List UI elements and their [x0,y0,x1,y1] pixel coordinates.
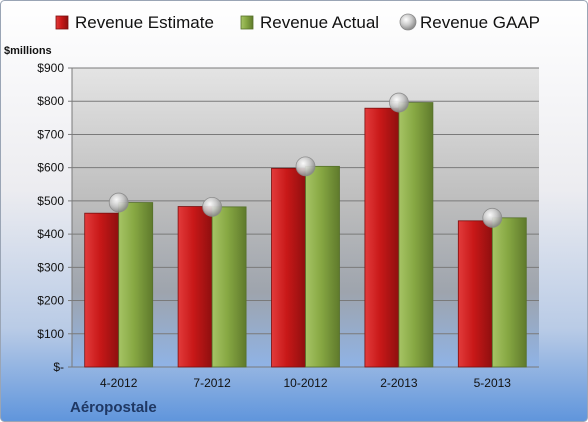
marker-revenue-gaap [108,192,129,213]
brand-label: Aéropostale [70,399,157,416]
bar-revenue-estimate [84,212,120,368]
bar-revenue-actual [491,217,527,368]
bar-revenue-estimate [364,107,400,368]
legend-label: Revenue GAAP [420,13,540,32]
y-tick-label: $400 [37,227,64,241]
x-tick-label: 4-2012 [100,376,138,390]
marker-revenue-gaap [482,207,503,228]
x-tick-label: 2-2013 [380,376,418,390]
y-tick-label: $600 [37,161,64,175]
y-tick-label: $300 [37,260,64,274]
marker-revenue-gaap [202,196,223,217]
bar-revenue-actual [118,202,154,368]
bar-revenue-actual [211,206,247,368]
bar-revenue-actual [305,165,340,368]
y-tick-label: $700 [37,127,64,141]
bar-revenue-estimate [177,206,213,368]
bars [84,102,527,368]
y-tick-label: $- [53,360,64,374]
y-tick-label: $200 [37,294,64,308]
x-tick-label: 7-2012 [193,376,231,390]
legend-label: Revenue Actual [260,13,379,32]
legend-swatch-revenue-gaap [399,13,417,31]
marker-revenue-gaap [388,92,409,113]
x-tick-label: 5-2013 [474,376,512,390]
bar-revenue-estimate [457,220,493,368]
marker-revenue-gaap [295,156,316,177]
legend-swatch-revenue-actual [240,15,254,30]
y-tick-label: $900 [37,61,64,75]
y-tick-label: $500 [37,194,64,208]
legend-swatch-revenue-estimate [55,15,69,30]
unit-label: $millions [4,45,52,57]
bar-revenue-estimate [271,167,306,368]
y-tick-label: $100 [37,327,64,341]
gaap-markers [108,92,503,228]
legend: Revenue Estimate Revenue Actual Revenue GA… [55,13,540,32]
legend-label: Revenue Estimate [75,13,214,32]
y-axis-ticks: $- $100 $200 $300 $400 $500 $600 $700 $800 $900 [37,61,64,374]
x-tick-label: 10-2012 [283,376,327,390]
bar-revenue-actual [398,102,434,368]
x-axis-ticks: 4-2012 7-2012 10-2012 2-2013 5-2013 [100,376,511,390]
y-tick-label: $800 [37,94,64,108]
